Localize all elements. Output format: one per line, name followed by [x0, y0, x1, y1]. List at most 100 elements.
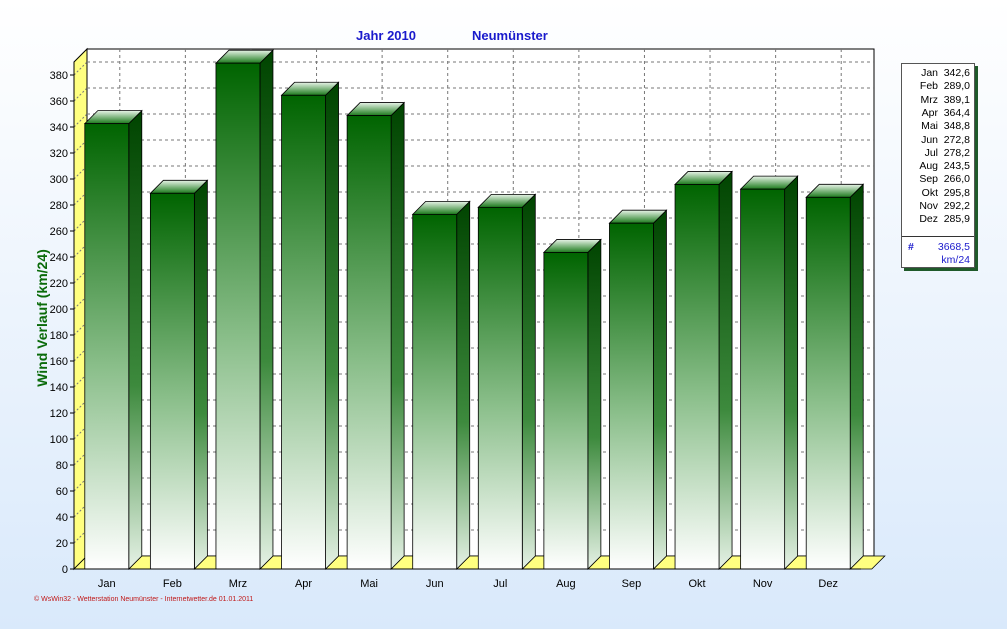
bar-front-face [149, 192, 195, 570]
legend-month: Mai [921, 120, 938, 133]
grid-line-side [73, 243, 88, 258]
legend-month: Apr [921, 106, 938, 119]
bar-aug [542, 238, 602, 570]
bar-front-face [805, 196, 851, 570]
legend-value: 289,0 [943, 80, 970, 93]
bar-jun [411, 200, 471, 570]
bar-jan [83, 109, 143, 570]
legend-row: Okt 295,8 [902, 187, 970, 200]
bar-side-face [259, 49, 274, 570]
x-tick-label: Nov [753, 578, 773, 590]
chart-title-location: Neumünster [472, 28, 548, 43]
x-tick-label: Okt [688, 578, 705, 590]
legend: Jan 342,6 Feb 289,0 Mrz 389,1 Apr 364,4 Mai 348,8… [901, 63, 975, 268]
legend-value: 389,1 [943, 93, 970, 106]
grid-line-side [73, 347, 88, 362]
grid-line-side [73, 61, 88, 76]
y-tick-label: 160 [50, 356, 68, 368]
y-tick-label: 320 [50, 148, 68, 160]
bar-feb [149, 179, 209, 570]
y-tick-label: 20 [56, 538, 68, 550]
grid-line-side [73, 477, 88, 492]
x-tick-label: Aug [556, 578, 576, 590]
bar-apr [280, 81, 340, 570]
legend-month: Nov [919, 200, 938, 212]
bar-side-face [456, 200, 471, 570]
legend-value: 272,8 [943, 133, 970, 146]
grid-line-side [73, 503, 88, 518]
legend-month: Sep [919, 173, 938, 186]
legend-row: Jul 278,2 [902, 147, 970, 160]
grid-line-side [73, 191, 88, 206]
bar-front-face [346, 115, 392, 570]
y-tick-label: 220 [50, 278, 68, 290]
bar-side-face [128, 109, 143, 570]
bar-side-face [653, 209, 667, 570]
legend-month: Dez [919, 213, 938, 226]
bar-jul [477, 193, 537, 570]
legend-row: Feb 289,0 [902, 80, 970, 93]
grid-line-side [73, 113, 88, 128]
bar-side-face [193, 179, 208, 570]
x-tick-label: Jun [426, 578, 444, 590]
bar-front-face [215, 62, 261, 570]
y-tick-label: 200 [50, 304, 68, 316]
y-tick-label: 260 [50, 226, 68, 238]
legend-value: 295,8 [943, 186, 970, 199]
y-tick-label: 140 [50, 382, 68, 394]
bar-side-face [325, 81, 339, 570]
legend-value: 278,2 [943, 146, 970, 159]
x-tick-label: Jan [98, 578, 116, 590]
legend-row: Jun 272,8 [902, 134, 970, 147]
bar-front-face [609, 222, 654, 570]
legend-row: Nov 292,2 [902, 200, 970, 213]
y-tick-label: 340 [50, 122, 68, 134]
legend-month: Feb [919, 80, 938, 93]
grid-line-side [73, 217, 88, 232]
legend-value: 364,4 [943, 106, 970, 119]
grid-line-side [73, 451, 88, 466]
grid-line-side [73, 399, 88, 414]
bar-front-face [477, 206, 523, 570]
legend-value: 292,2 [943, 200, 970, 212]
bar-front-face [740, 188, 786, 570]
legend-value: 348,8 [943, 120, 970, 133]
bar-okt [674, 170, 734, 570]
legend-month: Jan [921, 67, 938, 79]
legend-month: Okt [921, 186, 938, 199]
legend-row: Jan 342,6 [902, 67, 970, 80]
x-tick-label: Mai [360, 578, 378, 590]
bar-mrz [214, 49, 274, 570]
y-tick-label: 0 [62, 564, 68, 576]
bar-front-face [674, 184, 720, 570]
y-tick-label: 100 [50, 434, 68, 446]
legend-value: 285,9 [943, 213, 970, 226]
bar-front-face [281, 94, 326, 570]
grid-line-side [73, 295, 88, 310]
bar-front-face [84, 123, 130, 570]
x-tick-label: Feb [163, 578, 182, 590]
legend-month: Jul [924, 146, 938, 159]
legend-value: 266,0 [943, 173, 970, 186]
grid-line-side [73, 269, 88, 284]
legend-row: Mai 348,8 [902, 120, 970, 133]
bar-dez [805, 183, 865, 570]
footer-credit: © WsWin32 - Wetterstation Neumünster - I… [34, 596, 254, 603]
legend-separator [902, 236, 974, 237]
x-tick-label: Dez [818, 578, 838, 590]
y-tick-label: 240 [50, 252, 68, 264]
legend-value: 342,6 [943, 67, 970, 79]
bar-mai [346, 101, 406, 570]
chart-title-year: Jahr 2010 [356, 28, 416, 43]
y-tick-label: 380 [50, 70, 68, 82]
y-tick-label: 80 [56, 460, 68, 472]
bar-side-face [784, 175, 799, 570]
legend-total-symbol: # [908, 241, 914, 253]
legend-row: Aug 243,5 [902, 160, 970, 173]
legend-row: Apr 364,4 [902, 107, 970, 120]
bar-side-face [521, 193, 536, 570]
grid-line-side [73, 373, 88, 388]
bar-side-face [587, 238, 602, 570]
grid-line-side [73, 165, 88, 180]
x-tick-label: Jul [493, 578, 507, 590]
